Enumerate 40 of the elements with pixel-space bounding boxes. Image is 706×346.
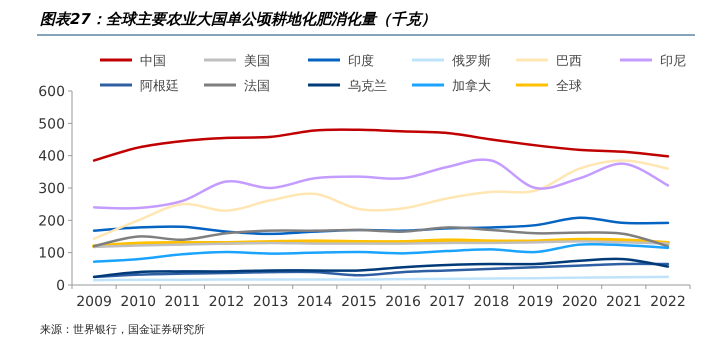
legend-label: 全球 — [556, 79, 582, 94]
legend-label: 印尼 — [660, 54, 686, 69]
x-tick-label: 2012 — [208, 294, 244, 310]
line-series — [92, 226, 670, 248]
y-tick-label: 300 — [38, 181, 65, 197]
legend-label: 乌克兰 — [348, 79, 387, 94]
x-tick-label: 2018 — [474, 294, 510, 310]
line-series — [92, 159, 670, 240]
legend-label: 巴西 — [556, 54, 582, 69]
legend-label: 印度 — [348, 53, 374, 69]
legend-label: 中国 — [140, 54, 166, 69]
x-tick-label: 2022 — [650, 294, 686, 310]
x-tick-label: 2011 — [164, 294, 200, 310]
y-tick-label: 200 — [38, 213, 65, 230]
x-tick-label: 2016 — [385, 294, 421, 310]
x-tick-label: 2019 — [518, 294, 554, 310]
legend-label: 加拿大 — [452, 79, 491, 94]
x-tick-label: 2015 — [341, 294, 377, 310]
x-tick-label: 2021 — [606, 294, 642, 310]
x-tick-label: 2017 — [429, 294, 466, 310]
y-tick-label: 500 — [38, 116, 65, 132]
line-series — [92, 158, 670, 210]
y-tick-label: 400 — [38, 148, 65, 165]
legend-label: 阿根廷 — [140, 79, 179, 94]
x-tick-label: 2020 — [562, 294, 598, 310]
y-tick-label: 600 — [38, 84, 65, 100]
x-tick-label: 2013 — [252, 294, 288, 310]
line-series — [92, 128, 670, 162]
legend-label: 俄罗斯 — [452, 54, 491, 69]
legend-label: 美国 — [244, 53, 270, 69]
line-series — [92, 242, 670, 263]
y-tick-label: 100 — [38, 246, 65, 262]
source-note: 来源：世界银行，国金证券研究所 — [40, 323, 205, 336]
legend-label: 法国 — [244, 79, 270, 94]
chart-title: 图表27：全球主要农业大国单公顷耕地化肥消化量（千克） — [40, 10, 436, 28]
x-tick-label: 2010 — [120, 294, 156, 310]
y-tick-label: 0 — [56, 278, 65, 294]
x-tick-label: 2009 — [76, 294, 112, 310]
line-series — [92, 258, 670, 278]
x-tick-label: 2014 — [296, 294, 333, 310]
